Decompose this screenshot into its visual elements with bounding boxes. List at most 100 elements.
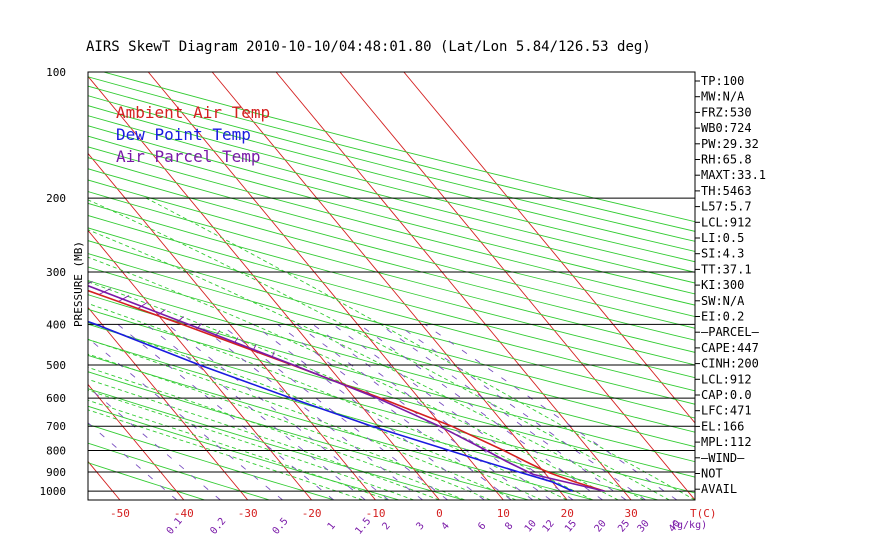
index-label: TP:100 xyxy=(701,74,744,88)
index-label: MPL:112 xyxy=(701,435,752,449)
isotherm-line xyxy=(403,72,695,424)
mixing-ratio-line xyxy=(253,323,485,500)
profile-curves xyxy=(88,284,605,492)
dry-adiabat xyxy=(88,146,695,306)
pressure-tick-label: 400 xyxy=(46,318,66,331)
bottom-temp-tick-label: -30 xyxy=(238,507,258,520)
moist-adiabat xyxy=(88,281,593,500)
mixing-ratio-line xyxy=(379,323,627,500)
moist-adiabat xyxy=(88,378,440,500)
moist-adiabat xyxy=(88,256,619,500)
mixing-ratio-tick-label: 8 xyxy=(503,521,515,533)
dry-adiabat xyxy=(88,462,205,500)
dry-adiabat xyxy=(88,168,695,329)
mixing-ratio-tick-label: 12 xyxy=(541,518,557,534)
index-label: RH:65.8 xyxy=(701,153,752,167)
pressure-tick-label: 200 xyxy=(46,192,66,205)
isotherm-line xyxy=(0,72,56,500)
mixing-ratio-tick-label: 1 xyxy=(326,521,338,533)
mixing-ratio-tick-label: 6 xyxy=(476,521,488,533)
bottom-temp-tick-label: -20 xyxy=(302,507,322,520)
index-label: LCL:912 xyxy=(701,215,752,229)
index-label: AVAIL xyxy=(701,482,737,496)
bottom-temp-tick-label: -40 xyxy=(174,507,194,520)
index-label: SI:4.3 xyxy=(701,247,744,261)
mixing-ratio-tick-label: 0.5 xyxy=(271,516,291,537)
index-label: MW:N/A xyxy=(701,90,745,104)
dry-adiabat xyxy=(88,266,695,433)
cape-hatch-line xyxy=(176,316,184,323)
dew-point-temp-curve xyxy=(88,320,573,492)
pressure-tick-label: 500 xyxy=(46,359,66,372)
index-label: KI:300 xyxy=(701,278,744,292)
dry-adiabat xyxy=(88,227,695,392)
pressure-tick-label: 600 xyxy=(46,392,66,405)
mixing-ratio-line xyxy=(88,337,283,500)
bottom-temp-tick-label: 20 xyxy=(561,507,574,520)
mixing-ratio-tick-label: 25 xyxy=(616,518,632,534)
isotherm-line xyxy=(88,306,249,500)
mixing-unit-label: (g/kg) xyxy=(671,520,707,531)
moist-adiabat xyxy=(88,229,645,500)
index-label: TT:37.1 xyxy=(701,262,752,276)
dry-adiabat xyxy=(88,354,594,500)
moist-adiabat xyxy=(88,389,415,500)
dry-adiabat xyxy=(88,215,695,379)
index-label: SW:N/A xyxy=(701,294,745,308)
mixing-ratio-tick-label: 30 xyxy=(636,518,652,534)
y-axis-label: PRESSURE (MB) xyxy=(72,241,85,327)
cape-hatch-line xyxy=(137,302,148,309)
isotherm-line xyxy=(88,383,185,500)
dry-adiabat xyxy=(88,202,695,366)
index-label: LCL:912 xyxy=(701,372,752,386)
moist-adiabat xyxy=(88,353,491,500)
index-label: —WIND— xyxy=(701,451,745,465)
mixing-ratio-tick-label: 15 xyxy=(563,518,579,534)
dry-adiabat xyxy=(88,191,695,353)
chart-title: AIRS SkewT Diagram 2010-10-10/04:48:01.8… xyxy=(86,39,651,55)
dry-adiabat xyxy=(88,323,695,494)
dry-adiabat xyxy=(88,125,695,284)
isotherm-line xyxy=(211,72,568,500)
index-label: NOT xyxy=(701,467,723,481)
index-label: FRZ:530 xyxy=(701,105,752,119)
plot-frame xyxy=(87,71,696,501)
index-label: MAXT:33.1 xyxy=(701,168,766,182)
index-label: L57:5.7 xyxy=(701,200,752,214)
index-label: EL:166 xyxy=(701,419,744,433)
index-label: CAPE:447 xyxy=(701,341,759,355)
index-label: CINH:200 xyxy=(701,357,759,371)
index-label: TH:5463 xyxy=(701,184,752,198)
bottom-temp-tick-label: 30 xyxy=(624,507,637,520)
dry-adiabat xyxy=(88,253,695,419)
cape-hatching xyxy=(0,254,275,358)
pressure-tick-label: 900 xyxy=(46,466,66,479)
legend-entry-air-parcel-temp: Air Parcel Temp xyxy=(116,147,261,166)
bottom-temp-tick-label: 0 xyxy=(436,507,443,520)
dry-adiabat xyxy=(88,105,695,263)
pressure-tick-label: 300 xyxy=(46,266,66,279)
cape-hatch-line xyxy=(118,295,130,302)
dry-adiabat xyxy=(88,371,529,500)
cape-hatch-line xyxy=(0,254,17,260)
pressure-tick-label: 100 xyxy=(46,66,66,79)
legend-entry-dew-point-temp: Dew Point Temp xyxy=(116,125,251,144)
mixing-ratio-tick-label: 3 xyxy=(415,521,427,533)
legend-entry-ambient-air-temp: Ambient Air Temp xyxy=(116,103,270,122)
mixing-ratio-line xyxy=(312,323,551,500)
index-label: CAP:0.0 xyxy=(701,388,752,402)
mixing-ratio-tick-label: 4 xyxy=(440,521,452,533)
mixing-ratio-line xyxy=(424,323,678,500)
dry-adiabat xyxy=(88,280,695,448)
isotherm-line xyxy=(275,72,632,500)
temp-unit-label: T(C) xyxy=(690,507,717,520)
air-parcel-temp-curve xyxy=(88,284,605,492)
dry-adiabat xyxy=(88,423,335,500)
mixing-ratio-line xyxy=(332,323,574,500)
mixing-ratio-tick-label: 10 xyxy=(523,518,539,534)
mixing-ratio-tick-label: 20 xyxy=(593,518,609,534)
dry-adiabat xyxy=(88,442,270,500)
cape-hatch-line xyxy=(88,281,93,285)
